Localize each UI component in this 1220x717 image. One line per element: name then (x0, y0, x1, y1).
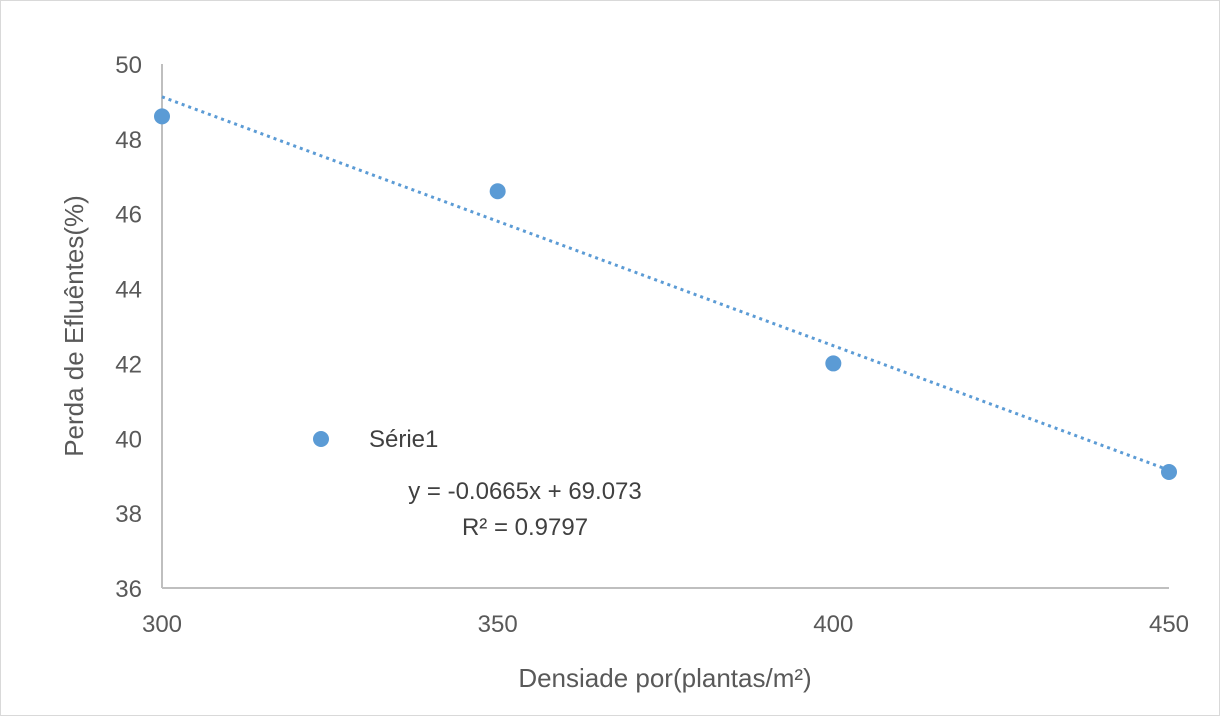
data-point (825, 355, 842, 372)
y-tick-label: 48 (115, 127, 142, 154)
trendline-layer (161, 95, 1170, 472)
y-tick-label: 38 (115, 501, 142, 528)
x-axis-title: Densiade por(plantas/m²) (518, 663, 811, 693)
x-tick-label: 450 (1149, 611, 1189, 638)
y-tick-label: 44 (115, 277, 142, 304)
x-tick-label: 300 (142, 611, 182, 638)
data-points (154, 108, 1177, 480)
y-tick-label: 40 (115, 426, 142, 453)
legend: Série1 (313, 426, 438, 453)
y-tick-label: 46 (115, 202, 142, 229)
trendline (161, 95, 1170, 472)
y-tick-label: 36 (115, 576, 142, 603)
y-axis-title: Perda de Efluêntes(%) (59, 195, 89, 457)
data-point (489, 183, 506, 200)
x-tick-label: 350 (478, 611, 518, 638)
y-tick-label: 42 (115, 351, 142, 378)
axes (161, 64, 1169, 589)
trendline-r-squared: R² = 0.9797 (462, 514, 588, 541)
legend-label: Série1 (369, 426, 438, 453)
y-tick-labels: 36 38 40 42 44 46 48 50 (115, 52, 142, 603)
x-tick-label: 400 (813, 611, 853, 638)
legend-marker (313, 431, 329, 447)
data-point (154, 108, 170, 125)
data-point (1161, 463, 1177, 480)
trendline-equation: y = -0.0665x + 69.073 R² = 0.9797 (408, 478, 642, 541)
y-tick-label: 50 (115, 52, 142, 79)
x-tick-labels: 300 350 400 450 (142, 611, 1189, 638)
trendline-equation-text: y = -0.0665x + 69.073 (408, 478, 642, 505)
